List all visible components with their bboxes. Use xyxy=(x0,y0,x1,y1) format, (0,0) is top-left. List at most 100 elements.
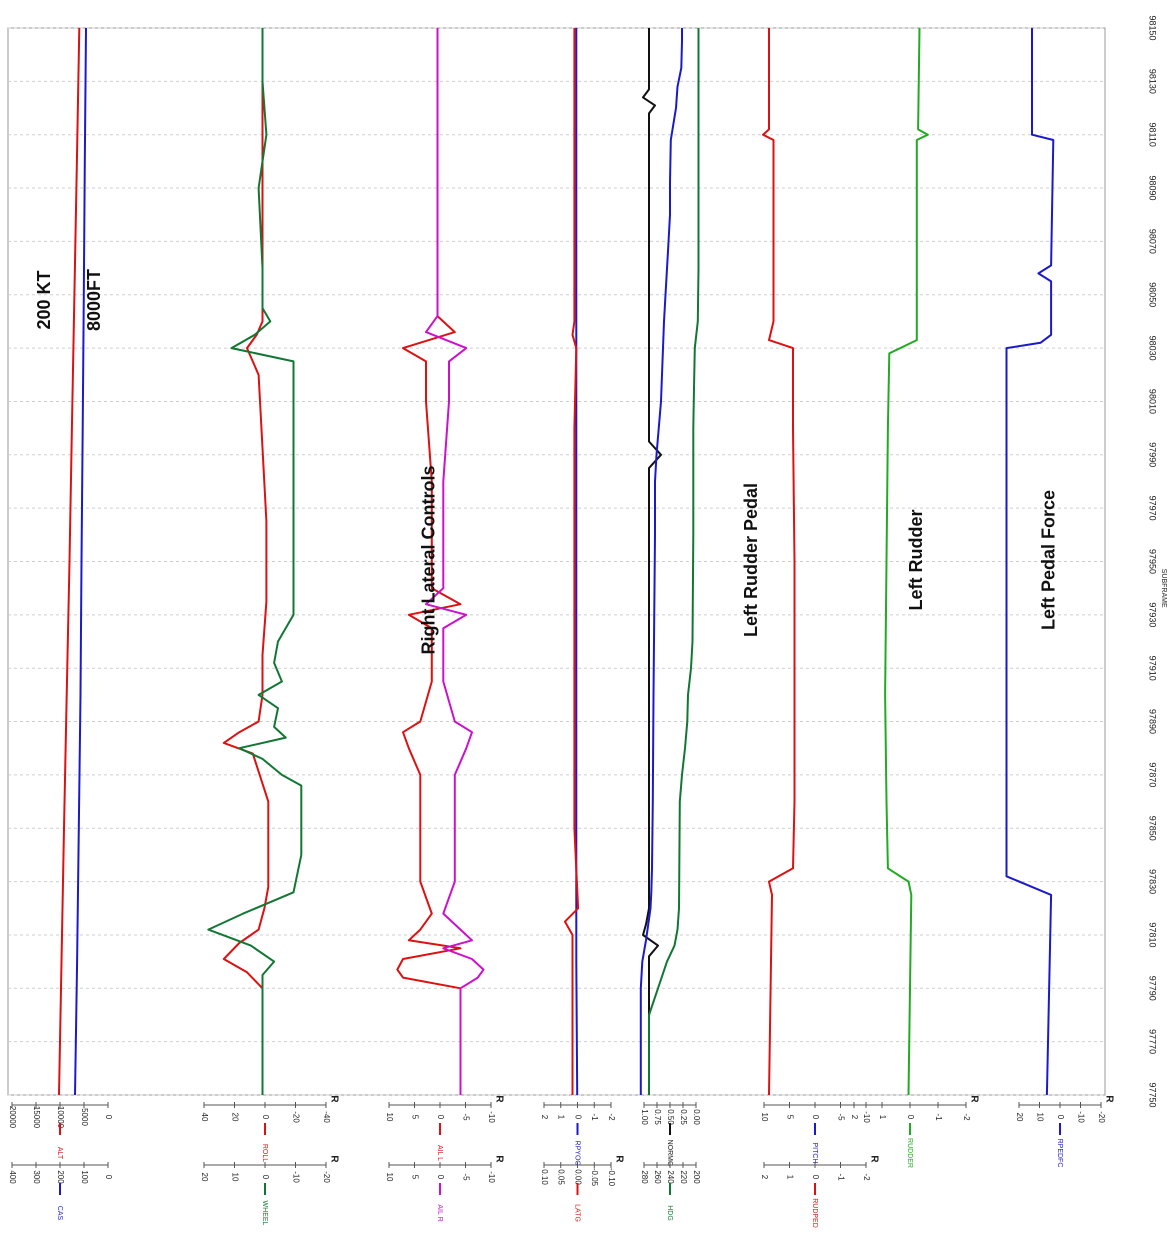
axis-tick-label: 200 xyxy=(692,1170,701,1184)
series-line-rpedfc xyxy=(1005,28,1055,1096)
legend-label: ROLL xyxy=(261,1144,268,1162)
axis-tick-label: -40 xyxy=(322,1111,331,1123)
axis-tick-label: -2 xyxy=(962,1113,971,1121)
axis-tick-label: 0 xyxy=(104,1115,113,1120)
axis-tick-label: 1 xyxy=(557,1115,566,1120)
legend-label: RPEDFC xyxy=(1056,1139,1063,1168)
axis-tick-label: 0 xyxy=(436,1115,445,1120)
annotation-left-pedal-force: Left Pedal Force xyxy=(1038,490,1058,630)
axis-tick-label: 0 xyxy=(1056,1115,1065,1120)
axis-tick-label: 200 xyxy=(56,1170,65,1184)
annotation-200-kt: 200 KT xyxy=(34,270,54,329)
axis-tick-label: 0 xyxy=(261,1115,270,1120)
axis-tick-label: 20 xyxy=(1015,1113,1024,1122)
x-tick-label: 98110 xyxy=(1148,123,1158,147)
axis-tick-label: 1.00 xyxy=(640,1109,649,1125)
axis-side-label: R xyxy=(1103,1095,1114,1103)
series-line-normg xyxy=(642,28,662,1095)
axis-tick-label: -5 xyxy=(836,1113,845,1121)
x-tick-label: 97770 xyxy=(1148,1029,1158,1054)
x-tick-label: 98010 xyxy=(1148,389,1158,414)
axis-tick-label: -0.05 xyxy=(590,1168,599,1187)
axis-tick-label: 280 xyxy=(640,1170,649,1184)
axis-tick-label: -10 xyxy=(487,1171,496,1183)
axis-tick-label: 5 xyxy=(410,1115,419,1120)
axis-tick-label: -1 xyxy=(836,1173,845,1181)
legend-label: CAS xyxy=(56,1206,63,1221)
axis-side-label: R xyxy=(328,1095,339,1103)
legend-label: ALT xyxy=(56,1147,63,1160)
x-tick-label: 97870 xyxy=(1148,762,1158,787)
x-tick-label: 97810 xyxy=(1148,922,1158,947)
axis-tick-label: 0.50 xyxy=(666,1109,675,1125)
x-tick-label: 98130 xyxy=(1148,69,1158,94)
legend-label: RUDDER xyxy=(906,1138,913,1168)
axis-tick-label: 0 xyxy=(811,1175,820,1180)
series-line-roll xyxy=(222,28,270,1095)
axis-tick-label: 1 xyxy=(878,1115,887,1120)
legend-label: NORMG xyxy=(666,1140,673,1167)
x-tick-label: 97990 xyxy=(1148,442,1158,467)
axis-tick-label: 40 xyxy=(200,1113,209,1122)
axis-tick-label: 0.05 xyxy=(557,1169,566,1185)
x-tick-label: 98030 xyxy=(1148,336,1158,361)
axis-tick-label: 0.25 xyxy=(679,1109,688,1125)
axis-side-label: R xyxy=(613,1155,624,1163)
axis-side-label: R xyxy=(328,1155,339,1163)
axis-tick-label: -20 xyxy=(322,1171,331,1183)
axis-tick-label: 0.00 xyxy=(692,1109,701,1125)
series-line-ail-r xyxy=(425,28,485,1095)
axis-tick-label: 5000 xyxy=(80,1108,89,1126)
series-line-alt xyxy=(58,27,81,1096)
axis-tick-label: 0 xyxy=(436,1175,445,1180)
axis-tick-label: 20 xyxy=(230,1113,239,1122)
x-tick-label: 97890 xyxy=(1148,709,1158,734)
axis-tick-label: -10 xyxy=(487,1111,496,1123)
legend-label: RPYOC xyxy=(574,1141,581,1166)
legend-label: HDG xyxy=(666,1205,673,1221)
axis-tick-label: 10 xyxy=(385,1113,394,1122)
x-tick-label: 98050 xyxy=(1148,282,1158,307)
axis-tick-label: 2 xyxy=(760,1175,769,1180)
annotation-left-rudder-pedal: Left Rudder Pedal xyxy=(741,483,761,637)
axis-tick-label: 10 xyxy=(1035,1113,1044,1122)
axis-tick-label: 220 xyxy=(679,1170,688,1184)
axis-tick-label: 2 xyxy=(540,1115,549,1120)
axis-tick-label: -20 xyxy=(291,1111,300,1123)
series-line-hdg xyxy=(648,28,700,1095)
axis-tick-label: 10 xyxy=(385,1173,394,1182)
axis-tick-label: -10 xyxy=(862,1111,871,1123)
x-tick-label: 97790 xyxy=(1148,976,1158,1001)
series-line-wheel xyxy=(207,28,303,1095)
x-tick-label: 97930 xyxy=(1148,602,1158,627)
axis-tick-label: -10 xyxy=(291,1171,300,1183)
axis-tick-label: 15000 xyxy=(32,1106,41,1129)
axis-tick-label: 300 xyxy=(32,1170,41,1184)
x-tick-label: 98070 xyxy=(1148,229,1158,254)
axis-tick-label: -20 xyxy=(1097,1111,1106,1123)
series-line-ail-l xyxy=(396,28,462,1095)
series-line-cas xyxy=(74,27,87,1096)
legend-label: AIL L xyxy=(436,1145,443,1161)
x-tick-label: 97910 xyxy=(1148,656,1158,681)
axis-tick-label: -2 xyxy=(607,1113,616,1121)
x-tick-label: 97830 xyxy=(1148,869,1158,894)
axis-tick-label: -10 xyxy=(1076,1111,1085,1123)
axis-tick-label: 5 xyxy=(410,1175,419,1180)
legend-label: WHEEL xyxy=(261,1201,268,1226)
series-line-rudped xyxy=(762,28,796,1096)
axis-side-label: R xyxy=(968,1095,979,1103)
axis-side-label: R xyxy=(493,1095,504,1103)
axis-tick-label: 10 xyxy=(230,1173,239,1182)
axis-tick-label: 400 xyxy=(8,1170,17,1184)
axis-tick-label: 0 xyxy=(104,1175,113,1180)
axis-tick-label: 100 xyxy=(80,1170,89,1184)
axis-tick-label: 2 xyxy=(850,1115,859,1120)
annotation-right-lateral-controls: Right Lateral Controls xyxy=(418,465,438,654)
x-tick-label: 97950 xyxy=(1148,549,1158,574)
axis-tick-label: 0.00 xyxy=(573,1169,582,1185)
x-axis-label: SUBFRAME xyxy=(1160,569,1167,608)
x-tick-label: 98150 xyxy=(1148,15,1158,40)
